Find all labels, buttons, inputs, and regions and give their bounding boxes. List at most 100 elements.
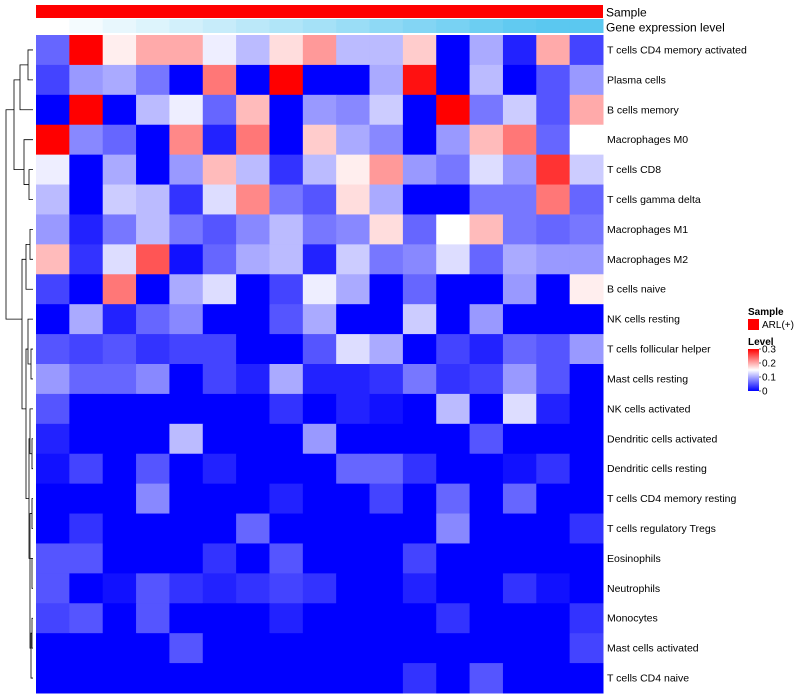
- row-dendrogram: [5, 49, 33, 679]
- heatmap-cell: [469, 184, 504, 215]
- row-label: B cells naive: [607, 284, 666, 296]
- heatmap-cell: [436, 573, 471, 604]
- dendrogram-branch: [30, 348, 33, 380]
- heatmap-cell: [136, 453, 170, 485]
- heatmap-cell: [536, 663, 571, 694]
- heatmap-cell: [136, 94, 170, 126]
- heatmap-cell: [336, 423, 371, 455]
- heatmap-cell: [169, 334, 204, 365]
- heatmap-cell: [469, 633, 504, 664]
- heatmap-cell: [502, 184, 537, 215]
- heatmap-cell: [436, 304, 471, 335]
- row-label: Macrophages M1: [607, 224, 688, 236]
- heatmap-cell: [102, 364, 137, 395]
- sample-annotation-label: Sample: [606, 6, 647, 20]
- heatmap-cell: [36, 483, 70, 515]
- heatmap-cell: [569, 274, 604, 305]
- heatmap-cell: [36, 334, 70, 365]
- heatmap-cell: [136, 124, 170, 156]
- heatmap-cell: [436, 214, 471, 245]
- row-label: B cells memory: [607, 104, 680, 116]
- heatmap-cell: [236, 154, 270, 186]
- heatmap-cell: [202, 35, 237, 66]
- heatmap-cell: [302, 364, 337, 395]
- heatmap-cell: [102, 423, 137, 455]
- sample-annotation-bar: [36, 5, 603, 18]
- heatmap-cell: [202, 364, 237, 395]
- dendrogram-branch: [30, 632, 33, 679]
- heatmap-cell: [202, 513, 237, 544]
- heatmap-cell: [69, 453, 104, 485]
- heatmap-cell: [69, 274, 104, 305]
- heatmap-cell: [136, 244, 170, 275]
- heatmap-cell: [302, 304, 337, 335]
- heatmap-cell: [202, 483, 237, 515]
- expression-annotation-cell: [336, 19, 371, 33]
- heatmap-cell: [369, 543, 404, 574]
- heatmap-cell: [36, 633, 70, 664]
- heatmap-cell: [469, 94, 504, 126]
- heatmap-cell: [269, 423, 304, 455]
- heatmap-cell: [36, 35, 70, 66]
- heatmap-cell: [269, 94, 304, 126]
- heatmap-cell: [269, 274, 304, 305]
- heatmap-cell: [502, 94, 537, 126]
- heatmap-cell: [236, 124, 270, 156]
- heatmap-cell: [202, 603, 237, 634]
- heatmap-cell: [202, 334, 237, 365]
- heatmap-cell: [369, 573, 404, 604]
- heatmap-cell: [369, 364, 404, 395]
- heatmap-cell: [436, 543, 471, 574]
- heatmap-cell: [402, 94, 437, 126]
- heatmap-cell: [402, 184, 437, 215]
- heatmap-cell: [336, 573, 371, 604]
- heatmap-cell: [69, 334, 104, 365]
- heatmap-cell: [536, 483, 571, 515]
- dendrogram-branch: [31, 438, 33, 470]
- expression-annotation-cell: [169, 19, 204, 33]
- heatmap-cell: [69, 543, 104, 574]
- heatmap-cell: [36, 154, 70, 186]
- heatmap-cell: [502, 513, 537, 544]
- heatmap-cell: [36, 124, 70, 156]
- heatmap-cell: [169, 633, 204, 664]
- heatmap-cell: [569, 483, 604, 515]
- heatmap-cell: [502, 214, 537, 245]
- heatmap-cell: [502, 244, 537, 275]
- dendrogram-branch: [25, 348, 29, 499]
- heatmap-cell: [469, 393, 504, 425]
- heatmap-cell: [336, 453, 371, 485]
- heatmap-cell: [402, 393, 437, 425]
- heatmap-cell: [369, 184, 404, 215]
- heatmap-cell: [102, 663, 137, 694]
- heatmap-cell: [169, 663, 204, 694]
- heatmap-cell: [536, 124, 571, 156]
- heatmap-cell: [469, 364, 504, 395]
- heatmap-cell: [269, 364, 304, 395]
- dendrogram-branch: [27, 49, 33, 81]
- heatmap-cell: [369, 94, 404, 126]
- heatmap-cell: [236, 94, 270, 126]
- heatmap-cell: [169, 603, 204, 634]
- row-label: NK cells activated: [607, 403, 691, 415]
- heatmap-cell: [302, 35, 337, 66]
- heatmap-cell: [336, 274, 371, 305]
- heatmap-cell: [102, 334, 137, 365]
- heatmap-cell: [236, 244, 270, 275]
- heatmap-cell: [236, 334, 270, 365]
- heatmap-cell: [36, 663, 70, 694]
- row-label: T cells regulatory Tregs: [607, 523, 716, 535]
- dendrogram-branch: [31, 558, 33, 589]
- row-labels: T cells CD4 memory activated Plasma cells…: [607, 44, 747, 684]
- dendrogram-branch: [29, 229, 33, 260]
- heatmap-cell: [469, 304, 504, 335]
- heatmap-cell: [269, 124, 304, 156]
- heatmap-cell: [269, 184, 304, 215]
- heatmap-cell: [236, 633, 270, 664]
- heatmap-cell: [202, 573, 237, 604]
- heatmap-cell: [369, 35, 404, 66]
- heatmap-cell: [136, 483, 170, 515]
- heatmap-cell: [469, 334, 504, 365]
- heatmap-cell: [202, 393, 237, 425]
- expression-annotation-cell: [402, 19, 437, 33]
